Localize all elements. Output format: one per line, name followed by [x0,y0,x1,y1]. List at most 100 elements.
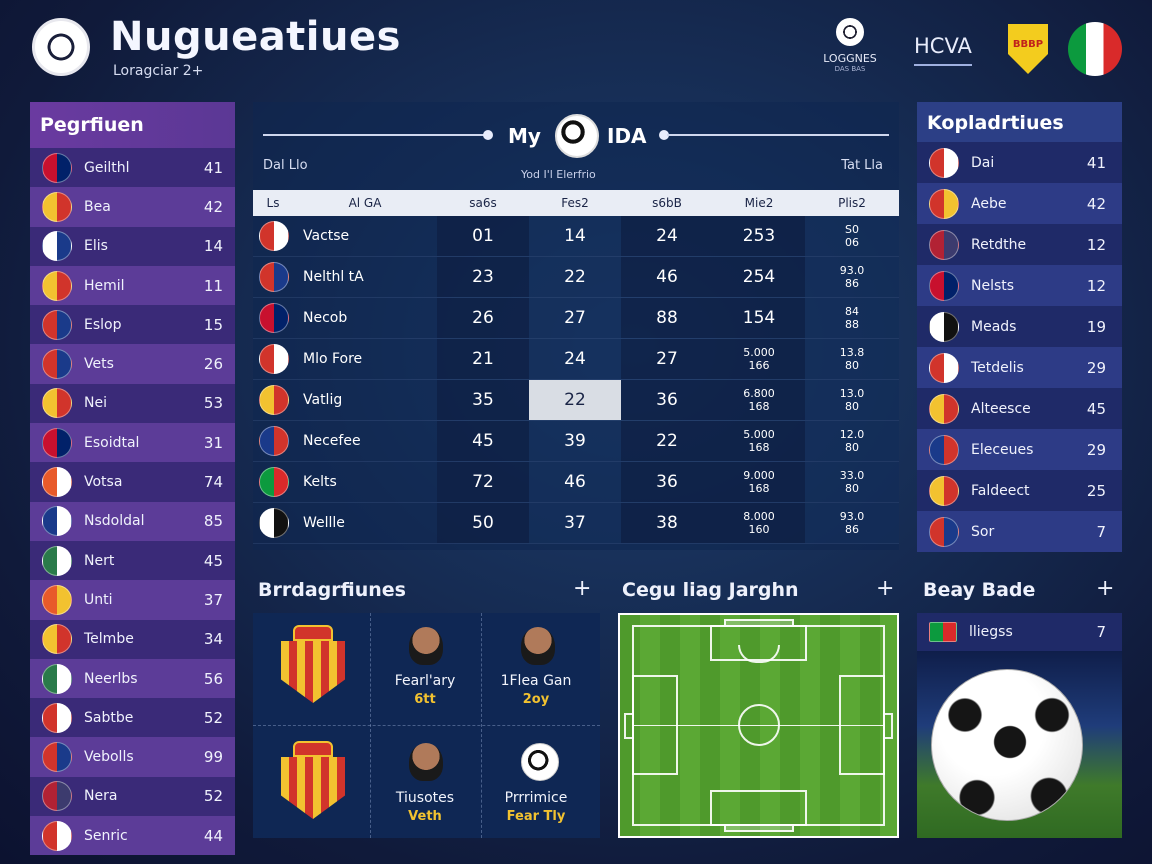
flag-icon [259,344,289,374]
left-ranking-row[interactable]: Esoidtal 31 [30,423,235,463]
left-ranking-row[interactable]: Hemil 11 [30,265,235,306]
table-row[interactable]: Kelts 72 46 36 9.000 168 33.0 80 [253,462,899,503]
left-ranking-row[interactable]: Eslop 15 [30,305,235,345]
team-name: Eslop [84,316,122,333]
italy-flag-icon[interactable] [1068,22,1122,76]
table-row[interactable]: Necob 26 27 88 154 84 88 [253,298,899,339]
table-cell: 254 [713,257,805,297]
player-avatar[interactable] [521,627,555,665]
player-avatar[interactable] [409,743,443,781]
table-row[interactable]: Vactse 01 14 24 253 S0 06 [253,216,899,257]
left-ranking-row[interactable]: Nsdoldal 85 [30,501,235,541]
table-team-cell: Necefee [253,421,437,461]
right-ranking-row[interactable]: Aebe 42 [917,183,1122,224]
right-ranking-row[interactable]: Tetdelis 29 [917,347,1122,388]
left-ranking-row[interactable]: Vets 26 [30,344,235,384]
standings-table-panel: My IDA Dal Llo Yod I'l Elerfrio Tat Lla … [253,102,899,550]
players-add-icon[interactable]: + [573,576,592,601]
team-name: Nert [84,552,115,569]
team-name: Bea [84,198,111,215]
left-ranking-row[interactable]: Elis 14 [30,226,235,266]
table-cell: 22 [621,421,713,461]
table-row[interactable]: Nelthl tA 23 22 46 254 93.0 86 [253,257,899,298]
column-header[interactable]: Plis2 [838,196,866,210]
table-cell: 14 [529,216,621,256]
left-ranking-row[interactable]: Nei 53 [30,383,235,424]
team-value: 52 [203,787,223,806]
left-ranking-row[interactable]: Vebolls 99 [30,737,235,777]
team-value: 45 [203,551,223,570]
team-name: Vets [84,356,114,373]
league-badge[interactable]: LOGGNES DAS BAS [822,18,878,73]
left-ranking-row[interactable]: Neerlbs 56 [30,658,235,699]
title-dot-right [659,130,669,140]
team-name: Nera [84,788,118,805]
club-crest-icon[interactable] [281,625,345,705]
table-team-cell: Wellle [253,503,437,543]
football-pitch[interactable] [618,613,899,838]
flag-icon [929,434,959,465]
team-value: 45 [1086,399,1106,418]
soccer-ball-icon [555,114,599,158]
player-name: Fearl'ary [394,673,456,689]
flag-icon [929,622,957,642]
left-ranking-row[interactable]: Unti 37 [30,580,235,620]
flag-icon [259,262,289,292]
feature-section-title: Beay Bade [923,579,1036,601]
right-ranking-row[interactable]: Retdthe 12 [917,224,1122,265]
team-value: 42 [1086,194,1106,213]
flag-icon [42,270,72,301]
column-header[interactable]: sa6s [469,196,497,210]
formation-add-icon[interactable]: + [876,576,895,601]
column-header[interactable]: Mie2 [744,196,774,210]
club-crest-icon[interactable] [281,741,345,821]
column-header[interactable]: Fes2 [561,196,589,210]
table-row[interactable]: Vatlig 35 22 36 6.800 168 13.0 80 [253,380,899,421]
feature-row[interactable]: lliegss 7 [917,613,1122,651]
left-ranking-row[interactable]: Senric 44 [30,816,235,856]
left-ranking-row[interactable]: Nert 45 [30,540,235,581]
table-cell: 36 [621,462,713,502]
league-badge-sub: DAS BAS [834,65,866,73]
header-link[interactable]: HCVA [914,34,972,66]
column-header[interactable]: s6bB [652,196,682,210]
right-ranking-row[interactable]: Dai 41 [917,142,1122,183]
right-ranking-row[interactable]: Faldeect 25 [917,470,1122,511]
cell-line: S0 [845,223,859,236]
cell-line: 5.000 [743,428,775,441]
team-name: Senric [84,827,128,844]
pitch-penalty-box-bottom [710,790,807,826]
team-name: Hemil [84,277,125,294]
team-name: Wellle [303,515,345,531]
left-ranking-row[interactable]: Votsa 74 [30,462,235,502]
right-ranking-row[interactable]: Alteesce 45 [917,388,1122,429]
right-ranking-row[interactable]: Nelsts 12 [917,265,1122,306]
left-ranking-row[interactable]: Nera 52 [30,776,235,817]
left-ranking-row[interactable]: Geilthl 41 [30,148,235,188]
column-header[interactable]: Al GA [348,196,382,210]
player-avatar[interactable] [409,627,443,665]
right-ranking-row[interactable]: Sor 7 [917,511,1122,552]
table-row[interactable]: Wellle 50 37 38 8.000 160 93.0 86 [253,503,899,544]
table-cell: 253 [713,216,805,256]
flag-icon [929,270,959,301]
left-ranking-row[interactable]: Telmbe 34 [30,619,235,659]
flag-icon [259,221,289,251]
right-ranking-row[interactable]: Meads 19 [917,306,1122,347]
table-row[interactable]: Necefee 45 39 22 5.000 168 12.0 80 [253,421,899,462]
left-ranking-row[interactable]: Bea 42 [30,187,235,227]
cell-line: 93.0 [839,510,865,523]
table-sub-left: Dal Llo [263,158,308,173]
right-ranking-row[interactable]: Eleceues 29 [917,429,1122,470]
feature-add-icon[interactable]: + [1096,576,1115,601]
team-name: Unti [84,591,113,608]
club-shield-icon[interactable]: BBBP [1008,24,1048,74]
column-header[interactable]: Ls [266,196,280,210]
grid-divider [370,613,371,838]
left-ranking-row[interactable]: Sabtbe 52 [30,698,235,738]
team-value: 29 [1086,358,1106,377]
table-sub-mid: Yod I'l Elerfrio [521,168,596,181]
table-cell: 24 [621,216,713,256]
table-row[interactable]: Mlo Fore 21 24 27 5.000 166 13.8 80 [253,339,899,380]
flag-icon [42,349,72,380]
